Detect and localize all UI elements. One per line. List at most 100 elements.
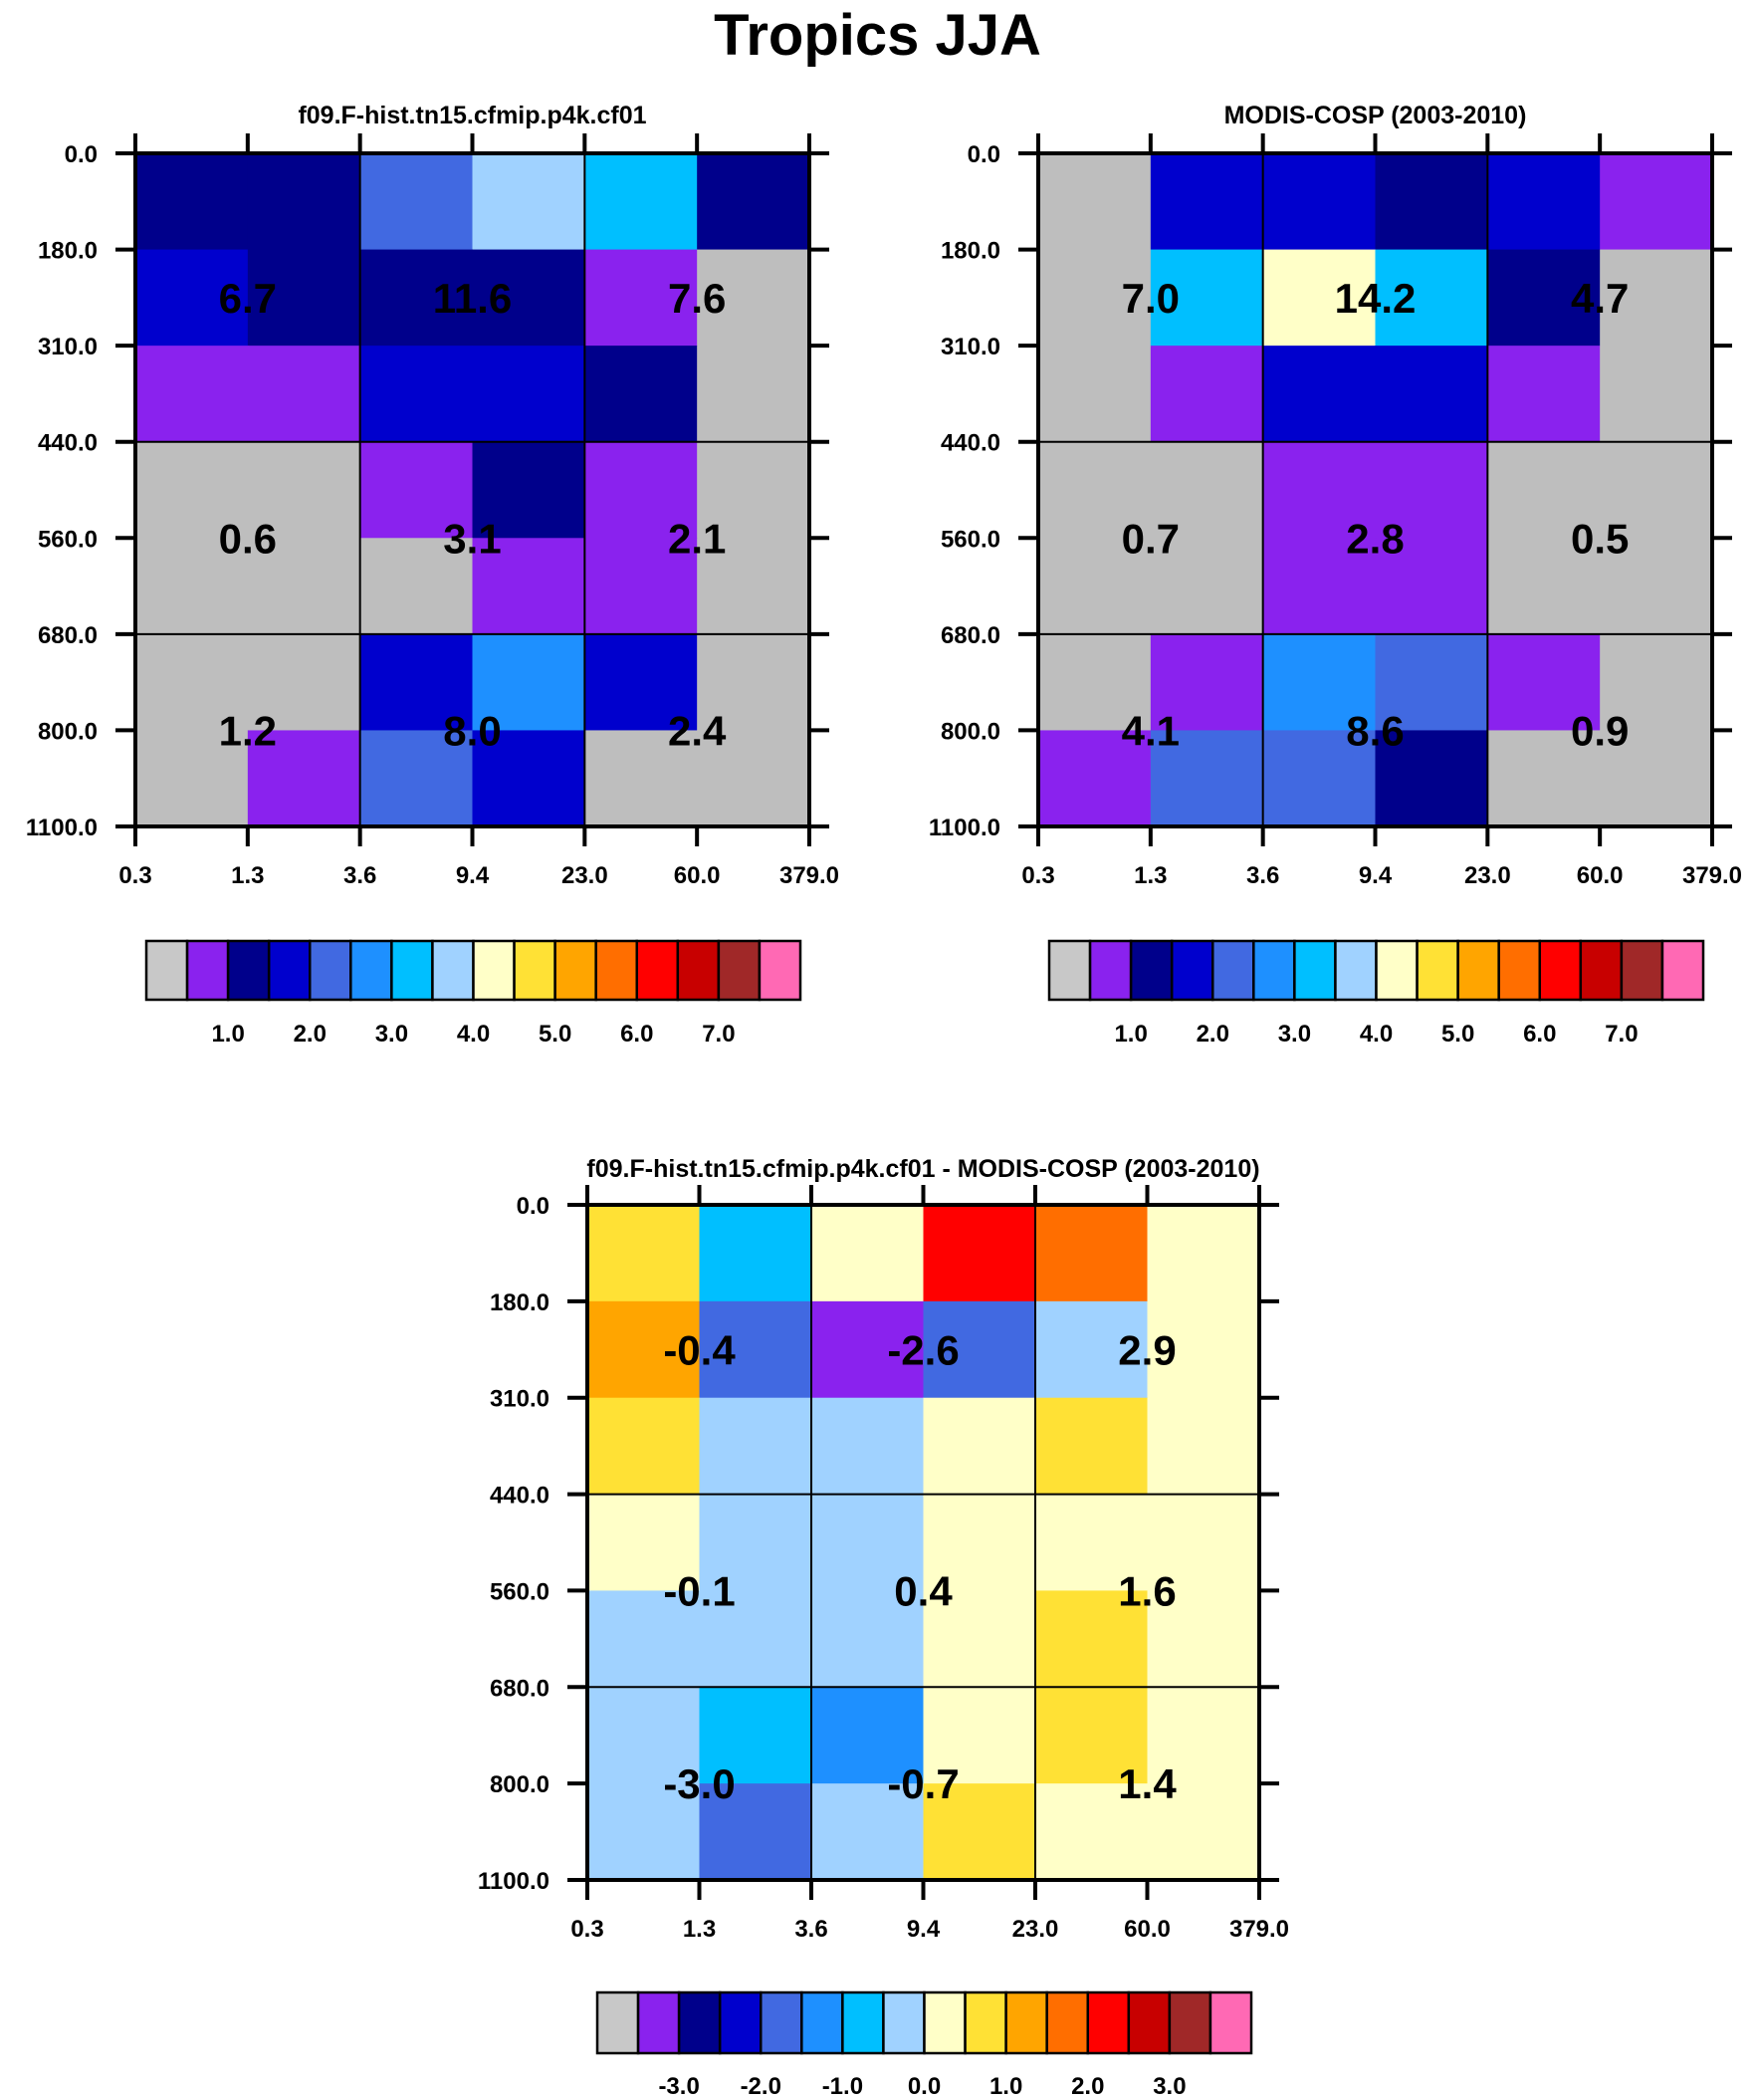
colorbar-swatch: [309, 939, 352, 1002]
y-tick-label: 1100.0: [26, 815, 98, 841]
heatmap-cell: [1262, 441, 1377, 539]
heatmap-cell: [135, 153, 249, 251]
y-tick-label: 310.0: [490, 1386, 549, 1413]
heatmap-cell: [1487, 346, 1601, 443]
heatmap-cell: [584, 153, 698, 251]
x-tick-label: 0.3: [570, 1916, 603, 1943]
heatmap-cell: [1487, 441, 1601, 539]
block-value-label: -0.7: [887, 1760, 959, 1807]
block-value-label: 1.2: [219, 707, 277, 754]
block-value-label: 1.6: [1118, 1567, 1176, 1614]
heatmap-cell: [1035, 1300, 1149, 1399]
heatmap-cell: [584, 730, 698, 827]
heatmap-cell: [1375, 346, 1488, 443]
panel-title: f09.F-hist.tn15.cfmip.p4k.cf01 - MODIS-C…: [586, 1155, 1259, 1183]
heatmap-cell: [1600, 249, 1713, 347]
heatmap-cell: [1600, 633, 1713, 732]
y-tick-label: 680.0: [490, 1675, 549, 1702]
colorbar-swatch: [513, 939, 556, 1002]
colorbar-swatch: [923, 1990, 967, 2055]
heatmap-cell: [587, 1590, 701, 1688]
colorbar-swatch: [349, 939, 393, 1002]
heatmap-cell: [699, 1397, 812, 1496]
heatmap-cell: [1262, 730, 1377, 827]
heatmap-cell: [584, 346, 698, 443]
heatmap-cell: [1038, 730, 1152, 827]
heatmap-cell: [1262, 633, 1377, 732]
heatmap-cell: [247, 249, 361, 347]
heatmap-cell: [1035, 1687, 1149, 1784]
heatmap-cell: [699, 1783, 812, 1881]
block-value-label: 0.5: [1571, 515, 1629, 562]
heatmap-cell: [1375, 249, 1488, 347]
colorbar-swatch: [1579, 939, 1624, 1002]
heatmap-cell: [1147, 1783, 1260, 1881]
colorbar-swatch: [185, 939, 230, 1002]
y-tick-label: 440.0: [490, 1483, 549, 1510]
heatmap-cell: [1035, 1590, 1149, 1688]
heatmap-cell: [811, 1300, 925, 1399]
x-tick-label: 1.3: [683, 1916, 716, 1943]
colorbar-swatch: [636, 1990, 681, 2055]
colorbar-label: -2.0: [741, 2073, 781, 2100]
heatmap-cell: [811, 1590, 925, 1688]
heatmap-cell: [1150, 153, 1264, 251]
y-tick-label: 440.0: [38, 430, 98, 457]
colorbar-swatch: [1129, 939, 1174, 1002]
x-tick-label: 60.0: [1124, 1916, 1171, 1943]
colorbar-label: -1.0: [822, 2073, 863, 2100]
colorbar-swatch: [472, 939, 516, 1002]
block-value-label: 0.4: [894, 1567, 953, 1614]
heatmap-cell: [1038, 441, 1152, 539]
colorbar-swatch: [882, 1990, 926, 2055]
heatmap-cell: [1147, 1494, 1260, 1592]
block-value-label: 2.8: [1346, 515, 1404, 562]
x-tick-label: 9.4: [907, 1916, 941, 1943]
colorbar-swatch: [1252, 939, 1296, 1002]
heatmap-cell: [1150, 730, 1264, 827]
colorbar-swatch: [800, 1990, 844, 2055]
heatmap-cell: [472, 538, 585, 635]
block-value-label: 8.6: [1346, 707, 1404, 754]
heatmap-cell: [1487, 538, 1601, 635]
block-value-label: 2.9: [1118, 1326, 1176, 1373]
colorbar-label: 2.0: [294, 1021, 327, 1048]
colorbar-swatch: [1168, 1990, 1212, 2055]
block-value-label: 4.7: [1571, 275, 1629, 322]
heatmap-cell: [359, 249, 474, 347]
heatmap-cell: [1375, 441, 1488, 539]
heatmap-cell: [135, 730, 249, 827]
colorbar-swatch: [1211, 939, 1255, 1002]
heatmap-cell: [1150, 441, 1264, 539]
heatmap-cell: [923, 1205, 1036, 1302]
heatmap-cell: [811, 1397, 925, 1496]
colorbar-swatch: [553, 939, 597, 1002]
block-value-label: -0.1: [663, 1567, 735, 1614]
y-tick-label: 310.0: [38, 334, 98, 360]
y-tick-label: 560.0: [490, 1578, 549, 1605]
figure-title: Tropics JJA: [714, 3, 1041, 68]
colorbar-label: 0.0: [908, 2073, 941, 2100]
heatmap-cell: [697, 730, 810, 827]
colorbar-swatch: [226, 939, 271, 1002]
heatmap-cell: [587, 1494, 701, 1592]
heatmap-cell: [135, 538, 249, 635]
heatmap-cell: [584, 633, 698, 732]
heatmap-cell: [247, 153, 361, 251]
colorbar-swatch: [760, 1990, 803, 2055]
colorbar-label: 7.0: [702, 1021, 735, 1048]
colorbar-swatch: [144, 939, 189, 1002]
heatmap-cell: [247, 633, 361, 732]
heatmap-cell: [697, 441, 810, 539]
heatmap-cell: [923, 1494, 1036, 1592]
colorbar-swatch: [1375, 939, 1419, 1002]
heatmap-cell: [1600, 346, 1713, 443]
colorbar-swatch: [431, 939, 475, 1002]
colorbar-swatch: [1086, 1990, 1131, 2055]
heatmap-cell: [923, 1300, 1036, 1399]
block-value-label: 2.4: [668, 707, 727, 754]
heatmap-cell: [1035, 1783, 1149, 1881]
heatmap-cell: [1038, 346, 1152, 443]
colorbar-swatch: [267, 939, 312, 1002]
colorbar-label: 5.0: [539, 1021, 571, 1048]
